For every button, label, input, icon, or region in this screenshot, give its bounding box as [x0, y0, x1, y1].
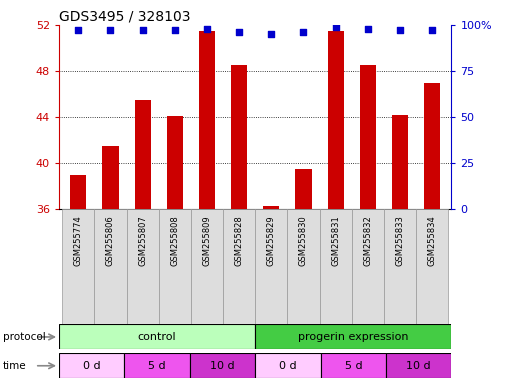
Bar	[360, 65, 376, 209]
Bar	[287, 209, 320, 324]
Text: GSM255830: GSM255830	[299, 215, 308, 266]
Point	[203, 26, 211, 32]
Bar	[70, 175, 86, 209]
Bar	[255, 324, 451, 349]
Bar	[199, 31, 215, 209]
Text: GSM255833: GSM255833	[396, 215, 404, 266]
Bar	[62, 209, 94, 324]
Bar	[59, 324, 255, 349]
Text: 0 d: 0 d	[279, 361, 297, 371]
Bar	[191, 209, 223, 324]
Bar	[255, 353, 321, 378]
Bar	[255, 209, 287, 324]
Text: 5 d: 5 d	[148, 361, 166, 371]
Bar	[320, 209, 352, 324]
Text: 10 d: 10 d	[210, 361, 235, 371]
Text: time: time	[3, 361, 26, 371]
Point	[139, 27, 147, 33]
Text: GSM255809: GSM255809	[203, 215, 211, 266]
Text: GSM255829: GSM255829	[267, 215, 276, 266]
Bar	[295, 169, 311, 209]
Bar	[321, 353, 386, 378]
Bar	[386, 353, 451, 378]
Point	[235, 29, 243, 35]
Text: GSM255832: GSM255832	[363, 215, 372, 266]
Point	[171, 27, 179, 33]
Text: 5 d: 5 d	[345, 361, 362, 371]
Bar	[352, 209, 384, 324]
Text: control: control	[138, 332, 176, 342]
Text: GSM255828: GSM255828	[234, 215, 244, 266]
Text: protocol: protocol	[3, 332, 45, 342]
Text: GSM255806: GSM255806	[106, 215, 115, 266]
Text: 10 d: 10 d	[406, 361, 431, 371]
Point	[396, 27, 404, 33]
Bar	[124, 353, 190, 378]
Bar	[134, 100, 151, 209]
Text: progerin expression: progerin expression	[298, 332, 408, 342]
Bar	[231, 65, 247, 209]
Text: GSM255834: GSM255834	[428, 215, 437, 266]
Bar	[59, 353, 124, 378]
Bar	[103, 146, 119, 209]
Point	[106, 27, 114, 33]
Text: GSM255808: GSM255808	[170, 215, 180, 266]
Text: 0 d: 0 d	[83, 361, 101, 371]
Bar	[424, 83, 440, 209]
Bar	[384, 209, 416, 324]
Bar	[94, 209, 127, 324]
Point	[331, 24, 340, 30]
Bar	[392, 115, 408, 209]
Bar	[328, 31, 344, 209]
Point	[267, 31, 275, 37]
Point	[300, 29, 308, 35]
Point	[74, 27, 83, 33]
Bar	[223, 209, 255, 324]
Bar	[416, 209, 448, 324]
Bar	[159, 209, 191, 324]
Bar	[190, 353, 255, 378]
Bar	[167, 116, 183, 209]
Text: GDS3495 / 328103: GDS3495 / 328103	[59, 10, 190, 23]
Text: GSM255807: GSM255807	[138, 215, 147, 266]
Bar	[263, 206, 280, 209]
Text: GSM255831: GSM255831	[331, 215, 340, 266]
Bar	[127, 209, 159, 324]
Text: GSM255774: GSM255774	[74, 215, 83, 266]
Point	[364, 26, 372, 32]
Point	[428, 27, 436, 33]
